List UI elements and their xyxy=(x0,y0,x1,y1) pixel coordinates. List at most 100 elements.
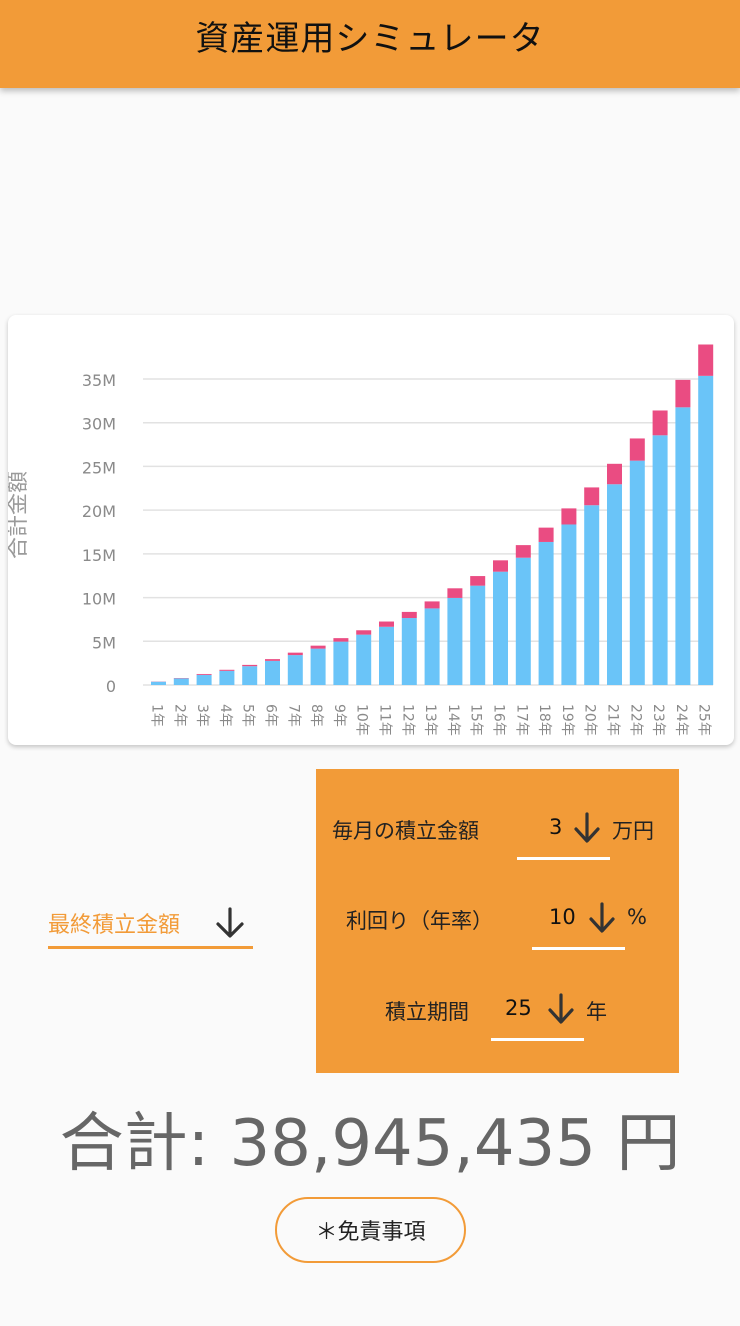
bar-gain xyxy=(493,560,508,572)
app-bar: 資産運用シミュレータ xyxy=(0,0,740,88)
y-axis-label: 合計金額 xyxy=(8,471,31,559)
bar-principal xyxy=(287,655,303,685)
x-tick-label: 10年 xyxy=(354,704,370,736)
yield-row: 利回り（年率） 10 % xyxy=(316,895,679,955)
total-amount: 合計: 38,945,435 円 xyxy=(59,1107,681,1181)
bar-gain xyxy=(333,638,349,642)
bar-gain xyxy=(607,463,622,485)
x-tick-label: 16年 xyxy=(491,704,507,736)
bar-gain xyxy=(310,645,326,649)
bar-gain xyxy=(196,673,212,675)
x-tick-label: 1年 xyxy=(149,704,165,727)
bar-gain xyxy=(561,508,577,525)
bar-principal xyxy=(470,585,486,685)
monthly-amount-label: 毎月の積立金額 xyxy=(332,819,479,843)
monthly-amount-unit: 万円 xyxy=(612,819,654,843)
x-tick-label: 12年 xyxy=(399,704,415,736)
bar-gain xyxy=(219,669,235,671)
bar-gain xyxy=(698,344,714,376)
y-tick-label: 30M xyxy=(82,415,116,434)
y-tick-label: 25M xyxy=(82,458,116,477)
x-tick-label: 5年 xyxy=(240,704,256,727)
bar-gain xyxy=(287,652,303,656)
monthly-amount-value: 3 xyxy=(549,815,563,839)
bar-gain xyxy=(379,621,394,627)
parameters-panel: 毎月の積立金額 3 万円 利回り（年率） 10 % 積立期間 25 xyxy=(316,769,679,1073)
bar-principal xyxy=(584,505,600,685)
yield-value: 10 xyxy=(549,905,576,929)
monthly-amount-underline xyxy=(517,857,610,860)
period-unit: 年 xyxy=(586,1000,607,1024)
arrow-down-icon xyxy=(589,902,615,933)
x-tick-label: 24年 xyxy=(673,704,689,736)
arrow-down-icon xyxy=(216,907,244,938)
disclaimer-button[interactable]: ＊免責事項 xyxy=(275,1197,466,1263)
bar-principal xyxy=(515,557,531,685)
y-tick-label: 5M xyxy=(92,633,116,652)
bar-gain xyxy=(265,659,280,661)
x-tick-label: 25年 xyxy=(696,704,712,736)
x-tick-label: 20年 xyxy=(582,704,598,736)
monthly-amount-dropdown[interactable]: 3 xyxy=(517,805,610,861)
x-tick-label: 18年 xyxy=(536,704,552,736)
period-underline xyxy=(491,1038,584,1041)
bar-gain xyxy=(515,545,531,558)
bar-principal xyxy=(607,484,622,685)
arrow-down-icon xyxy=(574,812,600,843)
yield-label: 利回り（年率） xyxy=(346,909,493,933)
bar-principal xyxy=(219,670,235,685)
y-tick-label: 35M xyxy=(82,371,116,390)
x-tick-label: 9年 xyxy=(331,704,347,727)
bar-principal xyxy=(675,407,691,685)
final-amount-dropdown[interactable]: 最終積立金額 xyxy=(48,900,253,952)
final-amount-underline xyxy=(48,946,253,949)
bar-principal xyxy=(401,618,417,685)
x-tick-label: 4年 xyxy=(217,704,233,727)
bar-principal xyxy=(265,660,280,685)
period-row: 積立期間 25 年 xyxy=(316,986,679,1046)
y-tick-label: 20M xyxy=(82,502,116,521)
monthly-amount-row: 毎月の積立金額 3 万円 xyxy=(316,805,679,865)
x-tick-label: 17年 xyxy=(513,704,529,736)
bar-principal xyxy=(333,641,349,685)
chart-card: 0 5M 10M 15M 20M 25M 30M 35M 合計金額 1年 2年 3年 4年 5年 6年 7年 8… xyxy=(8,315,734,745)
bar-principal xyxy=(629,460,645,685)
bar-principal xyxy=(356,634,372,685)
x-tick-label: 14年 xyxy=(445,704,461,736)
bar-principal xyxy=(242,666,258,685)
bar-principal xyxy=(151,681,166,685)
bar-principal xyxy=(652,435,668,685)
x-tick-label: 11年 xyxy=(377,704,393,736)
arrow-down-icon xyxy=(548,993,574,1024)
bar-gain xyxy=(401,611,417,619)
x-tick-label: 21年 xyxy=(605,704,621,736)
yield-unit: % xyxy=(627,905,647,929)
x-tick-label: 22年 xyxy=(627,704,643,736)
x-tick-label: 15年 xyxy=(468,704,484,736)
bar-gain xyxy=(629,438,645,461)
bar-principal xyxy=(447,597,463,685)
x-tick-label: 23年 xyxy=(650,704,666,736)
bar-gain xyxy=(652,410,668,436)
x-tick-label: 8年 xyxy=(308,704,324,727)
bar-gain xyxy=(356,630,372,635)
yield-dropdown[interactable]: 10 xyxy=(532,895,625,951)
y-tick-label: 0 xyxy=(106,677,116,696)
x-tick-label: 19年 xyxy=(559,704,575,736)
x-tick-label: 2年 xyxy=(171,704,187,727)
final-amount-label: 最終積立金額 xyxy=(48,913,181,938)
bar-gain xyxy=(447,588,463,598)
bar-principal xyxy=(379,626,394,685)
bar-gain xyxy=(242,664,258,667)
y-tick-label: 15M xyxy=(82,546,116,565)
app-title: 資産運用シミュレータ xyxy=(195,18,545,59)
bar-gain xyxy=(424,601,440,609)
bar-gain xyxy=(584,487,600,506)
bar-principal xyxy=(538,541,554,685)
y-tick-label: 10M xyxy=(82,590,116,609)
bar-gain xyxy=(470,576,486,586)
period-dropdown[interactable]: 25 xyxy=(491,986,584,1042)
bar-principal xyxy=(173,678,189,685)
bar-chart: 0 5M 10M 15M 20M 25M 30M 35M 合計金額 1年 2年 3年 4年 5年 6年 7年 8… xyxy=(8,344,714,736)
bar-gain xyxy=(675,379,691,408)
